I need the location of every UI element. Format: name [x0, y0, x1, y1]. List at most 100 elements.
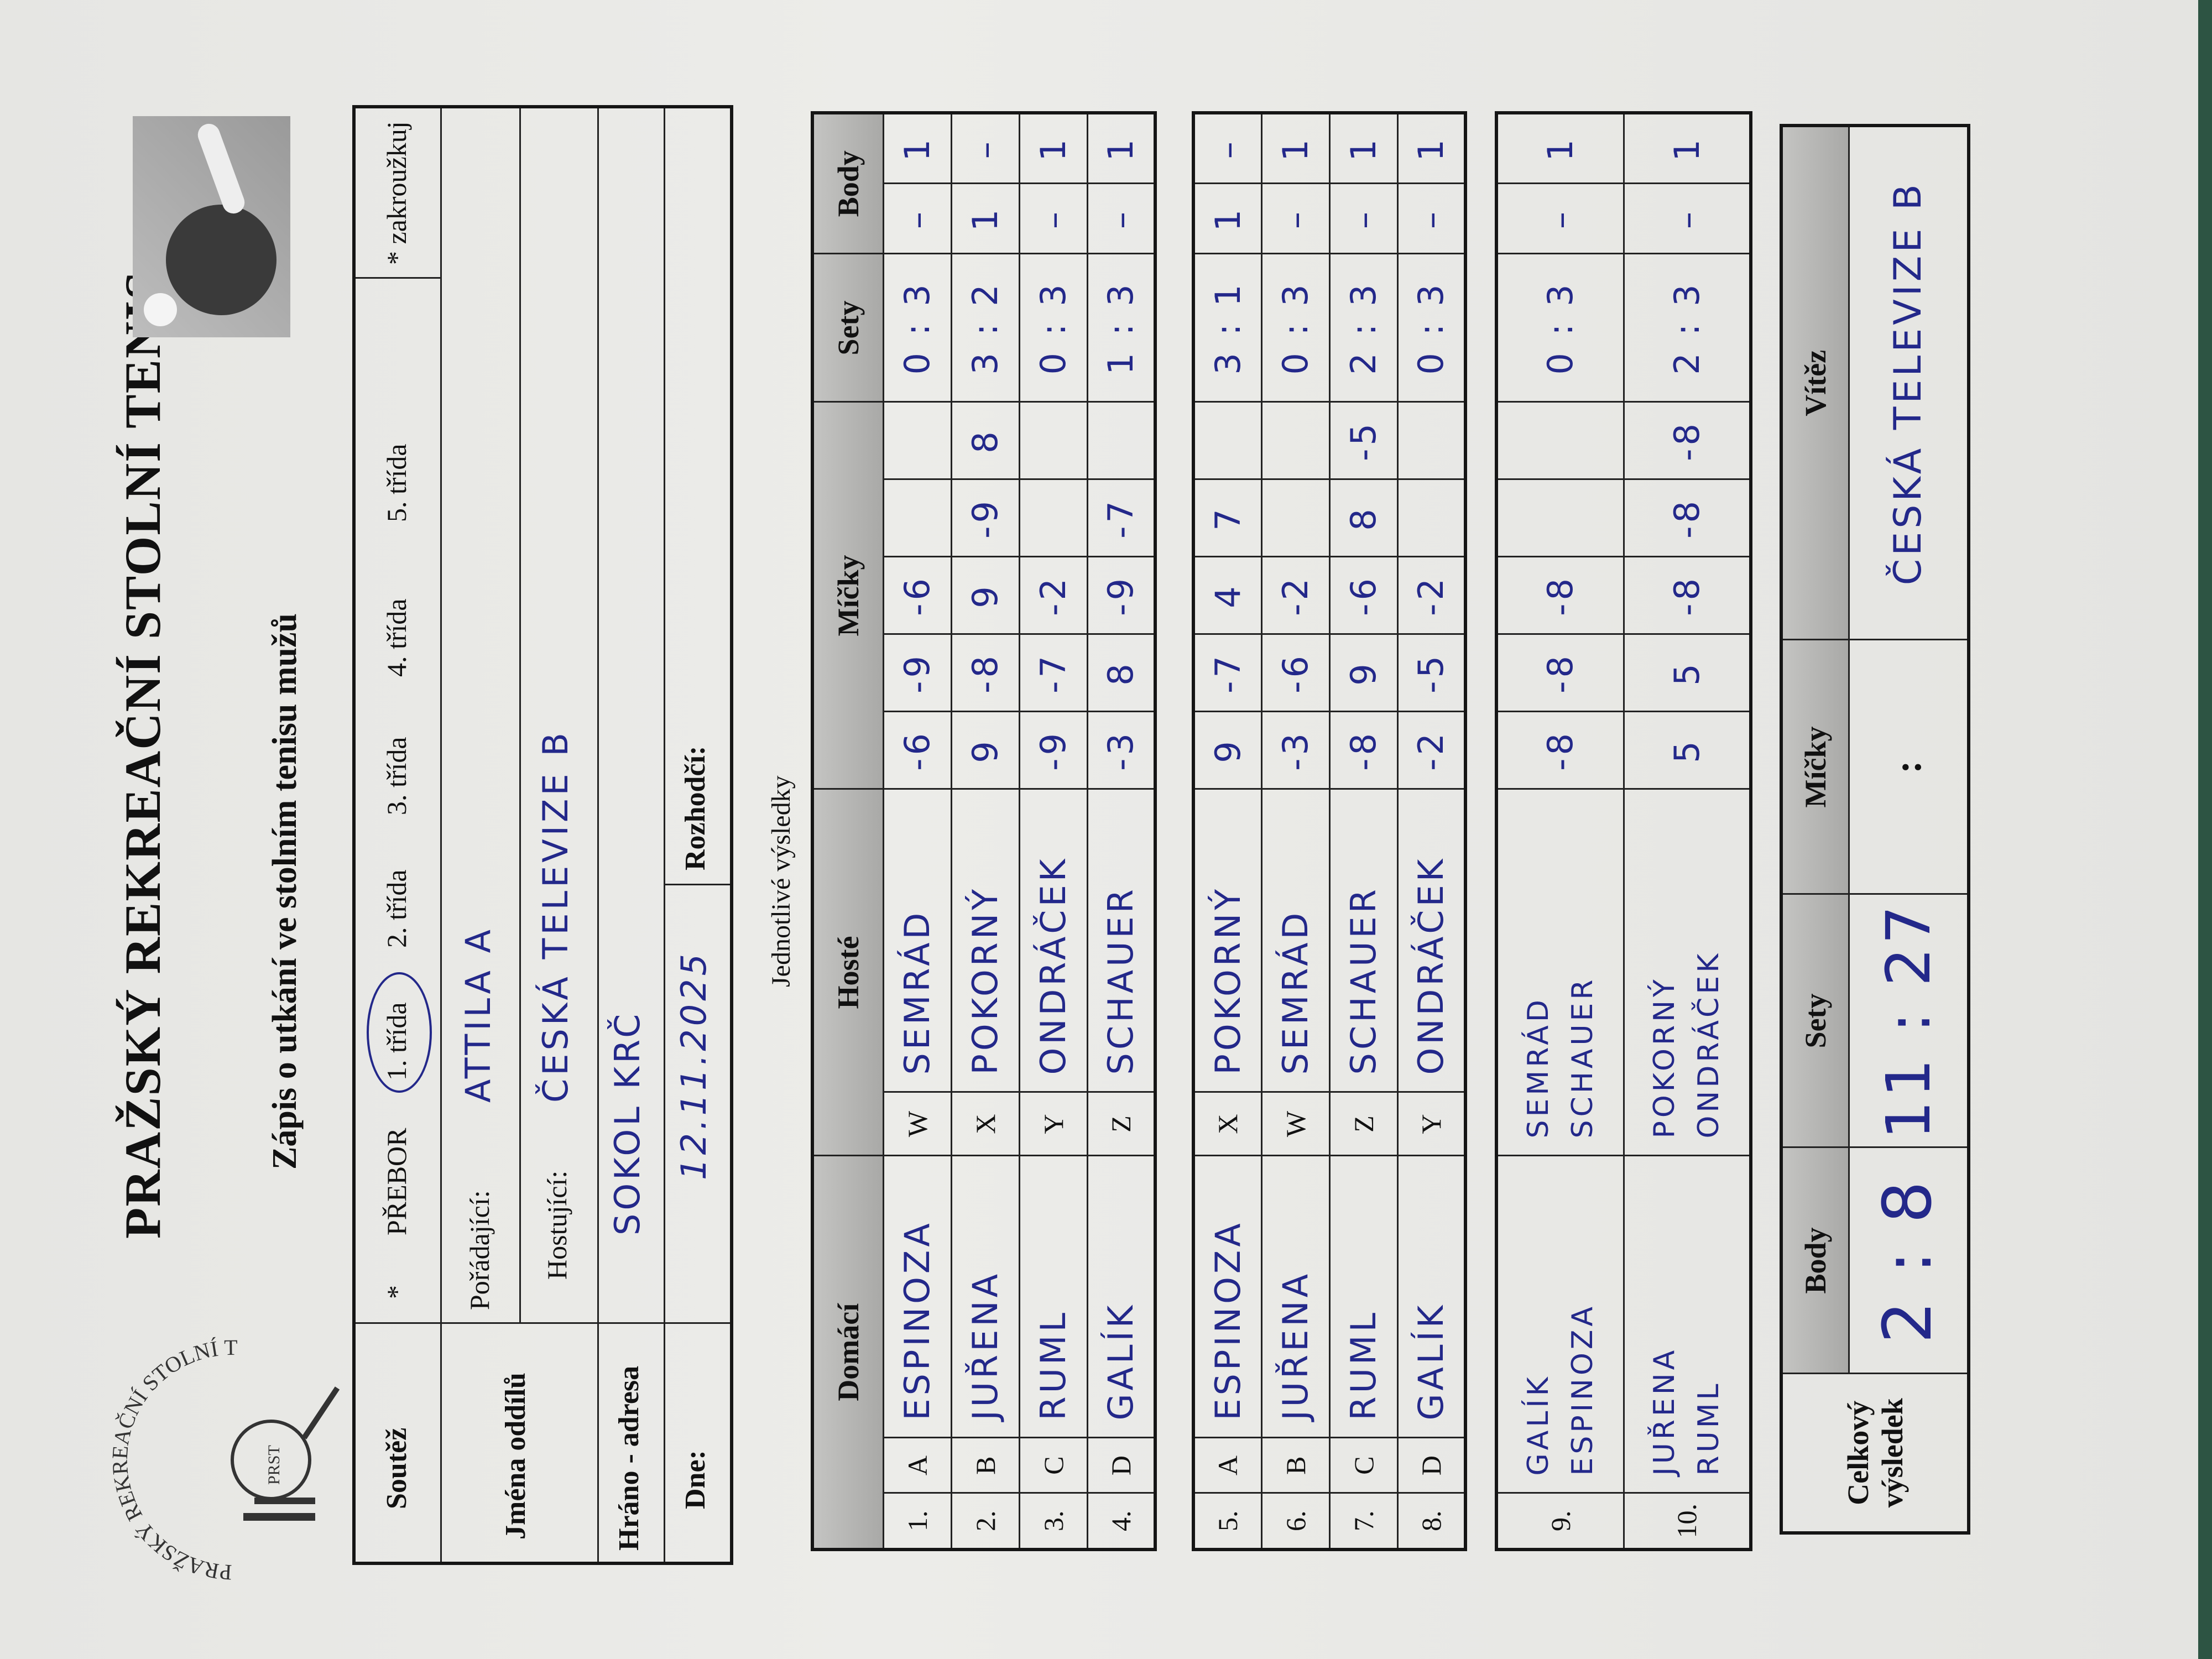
ball-score-cell[interactable]: -8: [951, 634, 1019, 712]
body-away-cell[interactable]: 1: [883, 112, 951, 184]
sets-cell[interactable]: 0 : 3: [1261, 254, 1329, 402]
ball-score-cell[interactable]: -6: [883, 712, 951, 789]
ball-score-cell[interactable]: 9: [1193, 712, 1261, 789]
ball-score-cell[interactable]: -9: [951, 479, 1019, 557]
total-body-value[interactable]: 2 : 8: [1849, 1147, 1969, 1374]
total-sety-value[interactable]: 11 : 27: [1849, 894, 1969, 1147]
ball-score-cell[interactable]: 4: [1193, 557, 1261, 634]
option-2-trida[interactable]: 2. třída: [381, 869, 412, 948]
dne-value[interactable]: 12.11.2025: [674, 951, 714, 1180]
body-away-cell[interactable]: 1: [1397, 113, 1465, 184]
body-home-cell[interactable]: –: [1087, 183, 1155, 254]
body-home-cell[interactable]: –: [1496, 183, 1624, 254]
ball-score-cell[interactable]: -8: [1624, 556, 1751, 634]
hrano-value[interactable]: SOKOL KRČ: [607, 1010, 648, 1235]
away-player-name[interactable]: ONDRÁČEK: [1397, 789, 1465, 1092]
body-home-cell[interactable]: –: [883, 183, 951, 254]
away-player-name[interactable]: ONDRÁČEK: [1019, 789, 1087, 1092]
ball-score-cell[interactable]: [1193, 402, 1261, 479]
away-player-name[interactable]: SCHAUER: [1329, 789, 1397, 1092]
away-player-name[interactable]: SEMRÁD: [1261, 789, 1329, 1092]
sets-cell[interactable]: 0 : 3: [1019, 253, 1087, 402]
ball-score-cell[interactable]: [1496, 479, 1624, 557]
body-away-cell[interactable]: 1: [1329, 113, 1397, 184]
home-player-name[interactable]: RUML: [1019, 1156, 1087, 1438]
ball-score-cell[interactable]: -8: [1496, 556, 1624, 634]
total-micky-value[interactable]: :: [1849, 640, 1969, 894]
option-3-trida[interactable]: 3. třída: [381, 737, 412, 815]
sets-cell[interactable]: 3 : 2: [951, 253, 1019, 402]
body-home-cell[interactable]: –: [1624, 183, 1751, 254]
ball-score-cell[interactable]: [883, 479, 951, 557]
hostujici-value[interactable]: ČESKÁ TELEVIZE B: [535, 729, 576, 1103]
sets-cell[interactable]: 2 : 3: [1329, 254, 1397, 402]
ball-score-cell[interactable]: -9: [1019, 712, 1087, 789]
away-player-name[interactable]: POKORNÝ: [1193, 789, 1261, 1092]
poradajici-value[interactable]: ATTILA A: [458, 926, 498, 1103]
home-player-name[interactable]: GALÍK: [1087, 1156, 1155, 1438]
ball-score-cell[interactable]: -8: [1624, 479, 1751, 557]
ball-score-cell[interactable]: -3: [1087, 712, 1155, 789]
ball-score-cell[interactable]: 8: [1329, 479, 1397, 557]
body-home-cell[interactable]: –: [1329, 184, 1397, 254]
body-away-cell[interactable]: 1: [1087, 112, 1155, 184]
ball-score-cell[interactable]: -5: [1329, 402, 1397, 479]
winner-value[interactable]: ČESKÁ TELEVIZE B: [1849, 126, 1969, 640]
ball-score-cell[interactable]: -8: [1329, 712, 1397, 789]
option-4-trida[interactable]: 4. třída: [381, 598, 412, 677]
ball-score-cell[interactable]: -7: [1087, 479, 1155, 557]
home-player-name[interactable]: ESPINOZA: [883, 1156, 951, 1438]
away-player-name[interactable]: SCHAUER: [1087, 789, 1155, 1092]
ball-score-cell[interactable]: -8: [1496, 711, 1624, 789]
ball-score-cell[interactable]: [1087, 401, 1155, 479]
ball-score-cell[interactable]: [1019, 479, 1087, 557]
ball-score-cell[interactable]: [1261, 479, 1329, 557]
away-player-name[interactable]: SEMRÁD: [883, 789, 951, 1092]
ball-score-cell[interactable]: -6: [1261, 634, 1329, 712]
sets-cell[interactable]: 0 : 3: [1496, 253, 1624, 402]
ball-score-cell[interactable]: -2: [1019, 557, 1087, 634]
ball-score-cell[interactable]: -2: [1397, 557, 1465, 634]
ball-score-cell[interactable]: -8: [1624, 401, 1751, 479]
body-away-cell[interactable]: 1: [1019, 112, 1087, 184]
sets-cell[interactable]: 0 : 3: [1397, 254, 1465, 402]
body-home-cell[interactable]: 1: [1193, 184, 1261, 254]
home-doubles-pair[interactable]: GALÍK ESPINOZA: [1496, 1156, 1624, 1493]
body-home-cell[interactable]: 1: [951, 183, 1019, 254]
body-away-cell[interactable]: 1: [1624, 112, 1751, 184]
ball-score-cell[interactable]: 5: [1624, 711, 1751, 789]
ball-score-cell[interactable]: 9: [951, 557, 1019, 634]
ball-score-cell[interactable]: [1019, 401, 1087, 479]
home-player-name[interactable]: JUŘENA: [951, 1156, 1019, 1438]
ball-score-cell[interactable]: [1496, 401, 1624, 479]
away-doubles-pair[interactable]: POKORNÝ ONDRÁČEK: [1624, 789, 1751, 1156]
ball-score-cell[interactable]: 8: [951, 401, 1019, 479]
ball-score-cell[interactable]: 8: [1087, 634, 1155, 712]
home-player-name[interactable]: GALÍK: [1397, 1156, 1465, 1438]
body-home-cell[interactable]: –: [1019, 183, 1087, 254]
sets-cell[interactable]: 1 : 3: [1087, 253, 1155, 402]
body-away-cell[interactable]: –: [1193, 113, 1261, 184]
ball-score-cell[interactable]: [1261, 402, 1329, 479]
ball-score-cell[interactable]: -2: [1261, 557, 1329, 634]
ball-score-cell[interactable]: 9: [1329, 634, 1397, 712]
home-doubles-pair[interactable]: JUŘENA RUML: [1624, 1156, 1751, 1493]
ball-score-cell[interactable]: [1397, 402, 1465, 479]
home-player-name[interactable]: JUŘENA: [1261, 1156, 1329, 1438]
body-home-cell[interactable]: –: [1261, 184, 1329, 254]
body-away-cell[interactable]: 1: [1261, 113, 1329, 184]
ball-score-cell[interactable]: -7: [1193, 634, 1261, 712]
away-player-name[interactable]: POKORNÝ: [951, 789, 1019, 1092]
ball-score-cell[interactable]: -9: [883, 634, 951, 712]
ball-score-cell[interactable]: -2: [1397, 712, 1465, 789]
ball-score-cell[interactable]: -8: [1496, 634, 1624, 712]
option-5-trida[interactable]: 5. třída: [381, 444, 412, 522]
body-away-cell[interactable]: –: [951, 112, 1019, 184]
ball-score-cell[interactable]: -6: [883, 557, 951, 634]
ball-score-cell[interactable]: -5: [1397, 634, 1465, 712]
option-prebor[interactable]: PŘEBOR: [381, 1128, 412, 1235]
sets-cell[interactable]: 2 : 3: [1624, 253, 1751, 402]
ball-score-cell[interactable]: [1397, 479, 1465, 557]
ball-score-cell[interactable]: 7: [1193, 479, 1261, 557]
sets-cell[interactable]: 3 : 1: [1193, 254, 1261, 402]
